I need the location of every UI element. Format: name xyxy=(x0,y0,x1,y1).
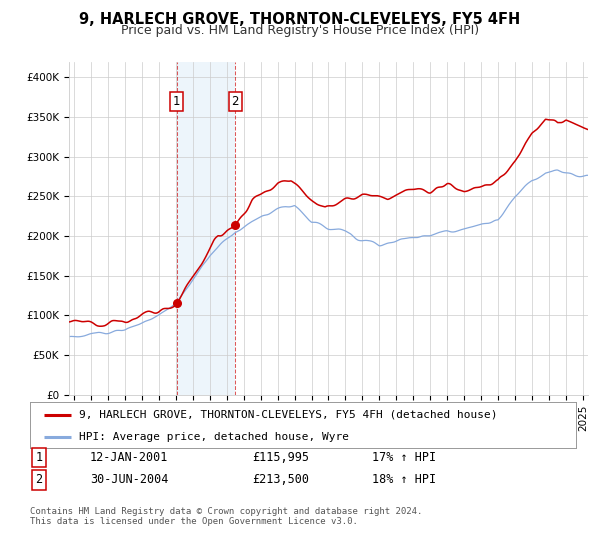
Text: 17% ↑ HPI: 17% ↑ HPI xyxy=(372,451,436,464)
Text: Contains HM Land Registry data © Crown copyright and database right 2024.
This d: Contains HM Land Registry data © Crown c… xyxy=(30,507,422,526)
Text: HPI: Average price, detached house, Wyre: HPI: Average price, detached house, Wyre xyxy=(79,432,349,441)
Text: Price paid vs. HM Land Registry's House Price Index (HPI): Price paid vs. HM Land Registry's House … xyxy=(121,24,479,37)
Text: 2: 2 xyxy=(35,473,43,487)
Text: 12-JAN-2001: 12-JAN-2001 xyxy=(90,451,169,464)
Text: £115,995: £115,995 xyxy=(252,451,309,464)
Bar xyxy=(176,62,235,395)
Text: 1: 1 xyxy=(173,95,180,108)
Text: 1: 1 xyxy=(35,451,43,464)
Text: 30-JUN-2004: 30-JUN-2004 xyxy=(90,473,169,487)
Text: 2: 2 xyxy=(232,95,239,108)
Text: 9, HARLECH GROVE, THORNTON-CLEVELEYS, FY5 4FH: 9, HARLECH GROVE, THORNTON-CLEVELEYS, FY… xyxy=(79,12,521,27)
Text: 9, HARLECH GROVE, THORNTON-CLEVELEYS, FY5 4FH (detached house): 9, HARLECH GROVE, THORNTON-CLEVELEYS, FY… xyxy=(79,410,497,420)
Text: 18% ↑ HPI: 18% ↑ HPI xyxy=(372,473,436,487)
Text: £213,500: £213,500 xyxy=(252,473,309,487)
